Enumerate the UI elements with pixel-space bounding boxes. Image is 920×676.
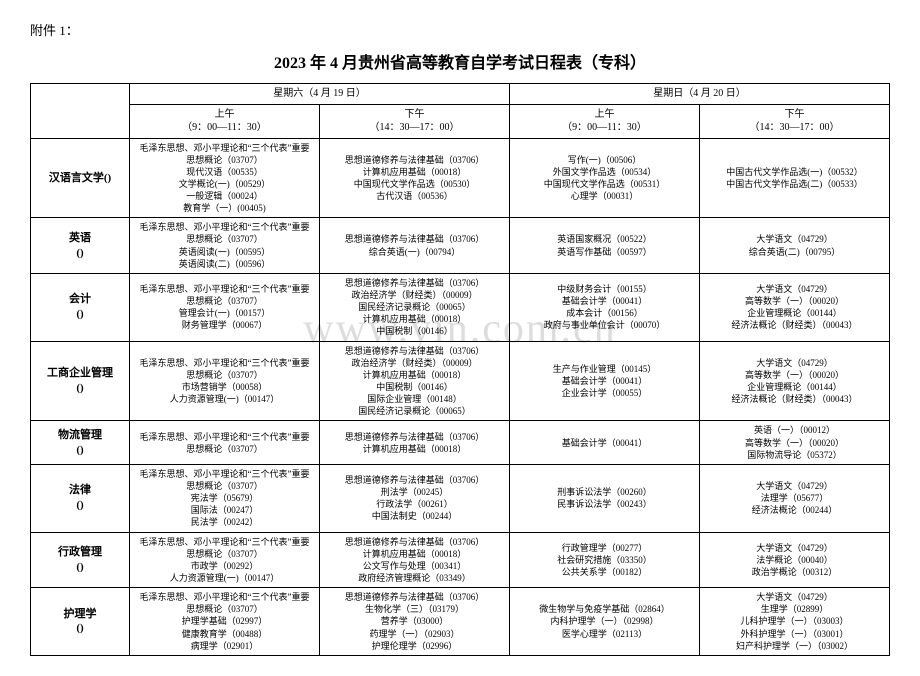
header-sat-am: 上午（9：00—11：30） — [130, 104, 320, 138]
header-day-sun: 星期日（4 月 20 日） — [510, 84, 890, 105]
course-cell: 行政管理学（00277）社会研究措施（03350）公共关系学（00182） — [510, 532, 700, 588]
table-row: 护理学()毛泽东思想、邓小平理论和“三个代表”重要思想概论（03707）护理学基… — [31, 588, 890, 656]
course-cell: 英语（一）（00012）高等数学（一）（00020）国际物流导论（05372） — [700, 421, 890, 464]
course-cell: 思想道德修养与法律基础（03706）计算机应用基础（00018）中国现代文学作品… — [320, 138, 510, 218]
course-cell: 毛泽东思想、邓小平理论和“三个代表”重要思想概论（03707）管理会计(一)（0… — [130, 273, 320, 341]
course-cell: 中国古代文学作品选(一)（00532）中国古代文学作品选(二)（00533） — [700, 138, 890, 218]
major-cell: 汉语言文学() — [31, 138, 130, 218]
table-row: 汉语言文学()毛泽东思想、邓小平理论和“三个代表”重要思想概论（03707）现代… — [31, 138, 890, 218]
course-cell: 思想道德修养与法律基础（03706）综合英语(一)（00794） — [320, 218, 510, 274]
course-cell: 大学语文（04729）高等数学（一）（00020）企业管理概论（00144）经济… — [700, 273, 890, 341]
header-sun-pm: 下午（14：30—17：00） — [700, 104, 890, 138]
header-sun-am: 上午（9：00—11：30） — [510, 104, 700, 138]
major-cell: 法律() — [31, 464, 130, 532]
course-cell: 大学语文（04729）生理学（02899）儿科护理学（一）（03003）外科护理… — [700, 588, 890, 656]
course-cell: 思想道德修养与法律基础（03706）计算机应用基础（00018）公文写作与处理（… — [320, 532, 510, 588]
course-cell: 微生物学与免疫学基础（02864）内科护理学（一）（02998）医学心理学（02… — [510, 588, 700, 656]
course-cell: 写作(一)（00506）外国文学作品选（00534）中国现代文学作品选（0053… — [510, 138, 700, 218]
course-cell: 思想道德修养与法律基础（03706）生物化学（三）（03179）营养学（0300… — [320, 588, 510, 656]
major-cell: 行政管理() — [31, 532, 130, 588]
course-cell: 思想道德修养与法律基础（03706）刑法学（00245）行政法学（00261）中… — [320, 464, 510, 532]
course-cell: 毛泽东思想、邓小平理论和“三个代表”重要思想概论（03707）市政学（00292… — [130, 532, 320, 588]
course-cell: 大学语文（04729）高等数学（一）（00020）企业管理概论（00144）经济… — [700, 341, 890, 421]
course-cell: 中级财务会计（00155）基础会计学（00041）成本会计（00156）政府与事… — [510, 273, 700, 341]
header-sat-pm: 下午（14：30—17：00） — [320, 104, 510, 138]
course-cell: 生产与作业管理（00145）基础会计学（00041）企业会计学（00055） — [510, 341, 700, 421]
table-row: 物流管理()毛泽东思想、邓小平理论和“三个代表”重要思想概论（03707）思想道… — [31, 421, 890, 464]
course-cell: 毛泽东思想、邓小平理论和“三个代表”重要思想概论（03707）英语阅读(一)（0… — [130, 218, 320, 274]
header-day-sat: 星期六（4 月 19 日） — [130, 84, 510, 105]
course-cell: 刑事诉讼法学（00260）民事诉讼法学（00243） — [510, 464, 700, 532]
table-row: 会计()毛泽东思想、邓小平理论和“三个代表”重要思想概论（03707）管理会计(… — [31, 273, 890, 341]
table-row: 工商企业管理()毛泽东思想、邓小平理论和“三个代表”重要思想概论（03707）市… — [31, 341, 890, 421]
major-cell: 工商企业管理() — [31, 341, 130, 421]
schedule-table: 星期六（4 月 19 日） 星期日（4 月 20 日） 上午（9：00—11：3… — [30, 83, 890, 656]
major-cell: 物流管理() — [31, 421, 130, 464]
course-cell: 大学语文（04729）综合英语(二)（00795） — [700, 218, 890, 274]
course-cell: 毛泽东思想、邓小平理论和“三个代表”重要思想概论（03707）现代汉语（0053… — [130, 138, 320, 218]
course-cell: 基础会计学（00041） — [510, 421, 700, 464]
course-cell: 思想道德修养与法律基础（03706）计算机应用基础（00018） — [320, 421, 510, 464]
major-cell: 英语() — [31, 218, 130, 274]
course-cell: 思想道德修养与法律基础（03706）政治经济学（财经类）（00009）国民经济记… — [320, 273, 510, 341]
course-cell: 大学语文（04729）法理学（05677）经济法概论（00244） — [700, 464, 890, 532]
course-cell: 英语国家概况（00522）英语写作基础（00597） — [510, 218, 700, 274]
page-title: 2023 年 4 月贵州省高等教育自学考试日程表（专科） — [30, 49, 890, 73]
course-cell: 毛泽东思想、邓小平理论和“三个代表”重要思想概论（03707）宪法学（05679… — [130, 464, 320, 532]
attachment-label: 附件 1： — [30, 20, 890, 39]
course-cell: 大学语文（04729）法学概论（00040）政治学概论（00312） — [700, 532, 890, 588]
major-cell: 会计() — [31, 273, 130, 341]
header-empty — [31, 84, 130, 139]
course-cell: 毛泽东思想、邓小平理论和“三个代表”重要思想概论（03707）市场营销学（000… — [130, 341, 320, 421]
table-row: 英语()毛泽东思想、邓小平理论和“三个代表”重要思想概论（03707）英语阅读(… — [31, 218, 890, 274]
course-cell: 思想道德修养与法律基础（03706）政治经济学（财经类）（00009）计算机应用… — [320, 341, 510, 421]
major-cell: 护理学() — [31, 588, 130, 656]
table-row: 行政管理()毛泽东思想、邓小平理论和“三个代表”重要思想概论（03707）市政学… — [31, 532, 890, 588]
table-row: 法律()毛泽东思想、邓小平理论和“三个代表”重要思想概论（03707）宪法学（0… — [31, 464, 890, 532]
course-cell: 毛泽东思想、邓小平理论和“三个代表”重要思想概论（03707）护理学基础（029… — [130, 588, 320, 656]
course-cell: 毛泽东思想、邓小平理论和“三个代表”重要思想概论（03707） — [130, 421, 320, 464]
